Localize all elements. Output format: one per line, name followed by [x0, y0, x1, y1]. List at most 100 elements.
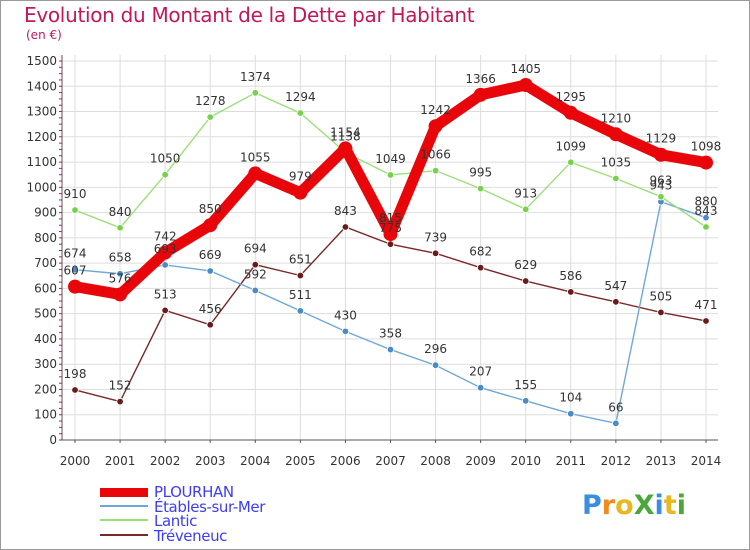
legend-label-plourhan: PLOURHAN	[154, 483, 234, 501]
proxiti-logo: ProXiti	[582, 490, 686, 521]
data-point-treveneuc	[251, 260, 259, 269]
data-label-lantic: 1066	[420, 148, 451, 162]
data-point-treveneuc	[161, 306, 169, 315]
data-label-treveneuc: 198	[64, 367, 87, 381]
data-point-etables-sur-mer	[161, 261, 169, 269]
data-point-etables-sur-mer	[522, 397, 530, 405]
data-label-lantic: 1138	[330, 129, 361, 143]
data-point-plourhan	[158, 245, 173, 260]
data-label-plourhan: 607	[64, 264, 87, 278]
data-label-etables-sur-mer: 430	[334, 308, 357, 322]
data-label-etables-sur-mer: 880	[695, 195, 718, 209]
data-label-etables-sur-mer: 66	[608, 400, 623, 414]
data-point-etables-sur-mer	[251, 286, 259, 295]
data-label-plourhan: 1055	[240, 150, 271, 164]
logo-letter: X	[633, 490, 655, 521]
y-tick-label: 300	[34, 357, 57, 371]
y-tick-label: 600	[34, 281, 57, 295]
data-label-etables-sur-mer: 693	[154, 242, 177, 256]
data-label-treveneuc: 471	[695, 298, 718, 312]
data-point-lantic	[431, 166, 440, 175]
series-lines	[68, 78, 713, 428]
data-label-plourhan: 742	[154, 230, 177, 244]
data-label-lantic: 1049	[375, 152, 406, 166]
data-label-plourhan: 1242	[420, 103, 451, 117]
logo-letter: o	[615, 490, 634, 521]
legend-label-treveneuc: Tréveneuc	[154, 526, 228, 545]
data-point-treveneuc	[296, 271, 305, 280]
data-label-treveneuc: 629	[514, 258, 537, 272]
data-label-plourhan: 1405	[510, 62, 541, 76]
legend-swatch-treveneuc	[100, 533, 148, 536]
y-tick-label: 1100	[26, 155, 57, 169]
data-label-etables-sur-mer: 296	[424, 342, 447, 356]
data-point-lantic	[567, 158, 575, 167]
data-point-treveneuc	[206, 321, 214, 329]
x-tick-label: 2000	[60, 454, 91, 468]
y-unit-label: (en €)	[26, 28, 62, 42]
data-point-treveneuc	[386, 240, 395, 248]
y-tick-label: 100	[34, 408, 57, 422]
data-point-lantic	[476, 184, 485, 193]
data-point-lantic	[251, 89, 259, 97]
data-label-plourhan: 1154	[330, 125, 361, 139]
data-label-lantic: 1099	[556, 139, 587, 153]
data-label-plourhan: 979	[289, 170, 312, 184]
data-point-plourhan	[293, 185, 308, 200]
data-label-etables-sur-mer: 155	[514, 378, 537, 392]
data-label-treveneuc: 739	[424, 230, 447, 244]
data-point-lantic	[116, 224, 124, 232]
y-tick-label: 0	[49, 433, 57, 447]
data-label-lantic: 1035	[601, 155, 632, 169]
data-point-plourhan	[428, 119, 443, 134]
data-point-etables-sur-mer	[206, 267, 214, 275]
data-point-etables-sur-mer	[386, 345, 395, 354]
data-point-lantic	[657, 192, 665, 201]
y-tick-label: 1200	[26, 130, 57, 144]
data-label-treveneuc: 682	[469, 245, 492, 259]
legend-label-lantic: Lantic	[154, 512, 197, 530]
data-labels: 198 152 513 456 694 651 843 775 739 682 629 586 547 5…	[64, 62, 722, 414]
data-point-etables-sur-mer	[476, 383, 485, 392]
data-label-plourhan: 1129	[646, 132, 677, 146]
data-point-lantic	[161, 170, 169, 179]
data-point-etables-sur-mer	[431, 361, 440, 369]
legend-swatch-lantic	[100, 519, 148, 521]
data-point-lantic	[522, 205, 530, 214]
data-point-treveneuc	[567, 288, 575, 296]
data-point-treveneuc	[116, 397, 124, 406]
data-point-plourhan	[383, 227, 398, 242]
x-tick-label: 2004	[240, 454, 271, 468]
data-point-lantic	[702, 223, 710, 231]
data-point-plourhan	[563, 105, 578, 120]
data-label-etables-sur-mer: 511	[289, 288, 312, 302]
data-point-treveneuc	[476, 263, 485, 272]
y-tick-label: 800	[34, 231, 57, 245]
axes	[59, 55, 718, 443]
x-tick-label: 2011	[556, 454, 587, 468]
data-point-etables-sur-mer	[567, 410, 575, 418]
data-point-plourhan	[518, 78, 533, 93]
data-label-etables-sur-mer: 669	[199, 248, 222, 262]
data-label-etables-sur-mer: 943	[649, 179, 672, 193]
data-point-plourhan	[113, 287, 128, 302]
x-tick-label: 2014	[691, 454, 722, 468]
data-point-lantic	[612, 174, 620, 183]
data-point-lantic	[296, 109, 305, 117]
x-tick-label: 2012	[601, 454, 632, 468]
data-label-lantic: 843	[695, 204, 718, 218]
legend-swatch-etables	[100, 504, 148, 507]
tick-labels: 0 100 200 300 400 500 600 700 800 900 1000 1100 1200…	[26, 54, 721, 468]
x-tick-label: 2001	[105, 454, 136, 468]
data-label-treveneuc: 651	[289, 253, 312, 267]
legend-swatch-plourhan	[100, 488, 148, 497]
data-label-treveneuc: 456	[199, 302, 222, 316]
data-label-etables-sur-mer: 104	[559, 391, 582, 405]
data-point-plourhan	[203, 218, 218, 233]
x-tick-label: 2013	[646, 454, 677, 468]
data-label-plourhan: 850	[199, 202, 222, 216]
logo-letter: P	[582, 490, 602, 521]
data-point-treveneuc	[71, 386, 79, 394]
logo-letter: i	[654, 490, 664, 521]
